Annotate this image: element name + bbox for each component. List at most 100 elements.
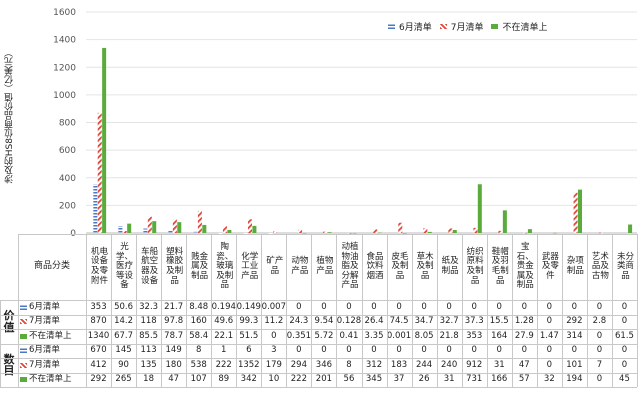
count-cell: 90 [118,359,129,370]
category-label: 纺织原料及制品 [466,246,484,286]
table-rule [286,234,288,387]
count-cell: 0 [471,345,477,356]
bar-2-9 [327,232,332,233]
count-cell: 345 [365,374,383,385]
bar-0-0 [93,184,98,233]
table-rule [586,234,588,387]
value-cell: 0 [446,301,452,312]
count-cell: 1352 [237,359,260,370]
category-label: 车船航空器及设备 [141,246,159,286]
row-label: 6月清单 [18,344,88,359]
category-label: 植物产品 [316,256,334,276]
category-label: 杂项制品 [566,256,584,276]
value-cell: 0.149 [236,301,261,312]
count-cell: 183 [390,359,408,370]
category-label: 光学、医疗等设备 [116,242,134,291]
count-cell: 47 [518,359,530,370]
bar-1-20 [598,232,603,234]
count-cell: 31 [493,359,505,370]
value-cell: 1.47 [539,330,559,341]
value-cell: 50.6 [114,301,134,312]
y-tick-label: 800 [59,119,76,129]
table-rule [0,372,637,374]
group-label-value: 价值 [3,309,15,334]
table-rule [436,234,438,387]
legend-label: 不在清单上 [502,23,548,33]
table-rule [0,300,637,301]
count-cell: 0 [546,359,553,370]
table-rule [0,329,637,330]
bar-1-10 [348,232,353,234]
table-rule [311,234,313,387]
value-cell: 32.3 [139,301,159,312]
count-cell: 107 [190,374,207,385]
table-rule [0,387,637,388]
y-tick-label: 200 [59,201,76,211]
count-cell: 670 [90,345,107,356]
count-cell: 0 [596,374,603,385]
bar-2-16 [502,210,507,233]
table-rule [386,234,388,387]
value-cell: 9.54 [314,316,334,327]
table-rule [486,234,488,387]
count-cell: 26 [418,374,430,385]
bar-0-6 [243,232,248,234]
legend-item: 6月清单 [388,20,432,33]
count-cell: 57 [518,374,530,385]
value-cell: 24.3 [289,316,309,327]
row-label-text: 7月清单 [29,359,60,370]
bar-1-7 [273,231,278,233]
table-rule [361,234,363,387]
count-cell: 0 [296,345,302,356]
table-rule [186,234,188,387]
count-cell: 45 [619,374,630,385]
row-swatch [20,348,27,354]
table-rule [461,234,463,387]
count-cell: 37 [393,374,405,385]
y-tick-label: 1400 [53,36,76,46]
count-cell: 101 [566,359,583,370]
bar-1-13 [423,228,428,233]
category-label: 陶瓷、玻璃及制品 [216,242,234,291]
value-cell: 15.5 [489,316,509,327]
count-cell: 3 [271,345,277,356]
bar-2-15 [477,184,482,233]
legend-swatch [439,24,447,29]
table-rule [0,300,1,387]
bar-2-14 [452,229,457,233]
bar-2-5 [227,229,232,233]
count-cell: 731 [466,374,483,385]
value-cell: 2.8 [592,316,607,327]
table-rule [136,234,138,387]
category-label: 机电设备及零附件 [91,246,109,286]
bar-1-19 [573,192,578,233]
count-cell: 244 [415,359,433,370]
row-label-text: 6月清单 [29,345,60,356]
value-cell: 0 [296,301,302,312]
value-cell: 164 [491,330,508,341]
bar-1-9 [323,231,328,233]
table-rule [336,234,338,387]
category-label: 化学工业产品 [241,251,259,281]
bar-1-5 [222,226,227,233]
count-cell: 113 [140,345,157,356]
row-label-text: 7月清单 [29,316,60,327]
row-swatch [20,333,27,339]
value-cell: 0 [596,301,603,312]
count-cell: 56 [343,374,355,385]
value-cell: 74.5 [389,316,409,327]
count-cell: 0 [346,345,352,356]
count-cell: 312 [365,359,383,370]
count-cell: 292 [90,374,107,385]
bar-2-0 [102,47,107,233]
y-tick-label: 1000 [53,91,76,101]
legend-swatch [491,24,499,29]
value-cell: 0 [621,316,628,327]
category-label: 武器及零件 [541,251,559,281]
count-cell: 6 [246,345,252,356]
legend-label: 6月清单 [399,23,432,33]
bar-0-2 [143,228,148,233]
value-cell: 99.3 [239,316,259,327]
category-label: 动物产品 [291,256,309,276]
bar-2-4 [202,224,207,233]
